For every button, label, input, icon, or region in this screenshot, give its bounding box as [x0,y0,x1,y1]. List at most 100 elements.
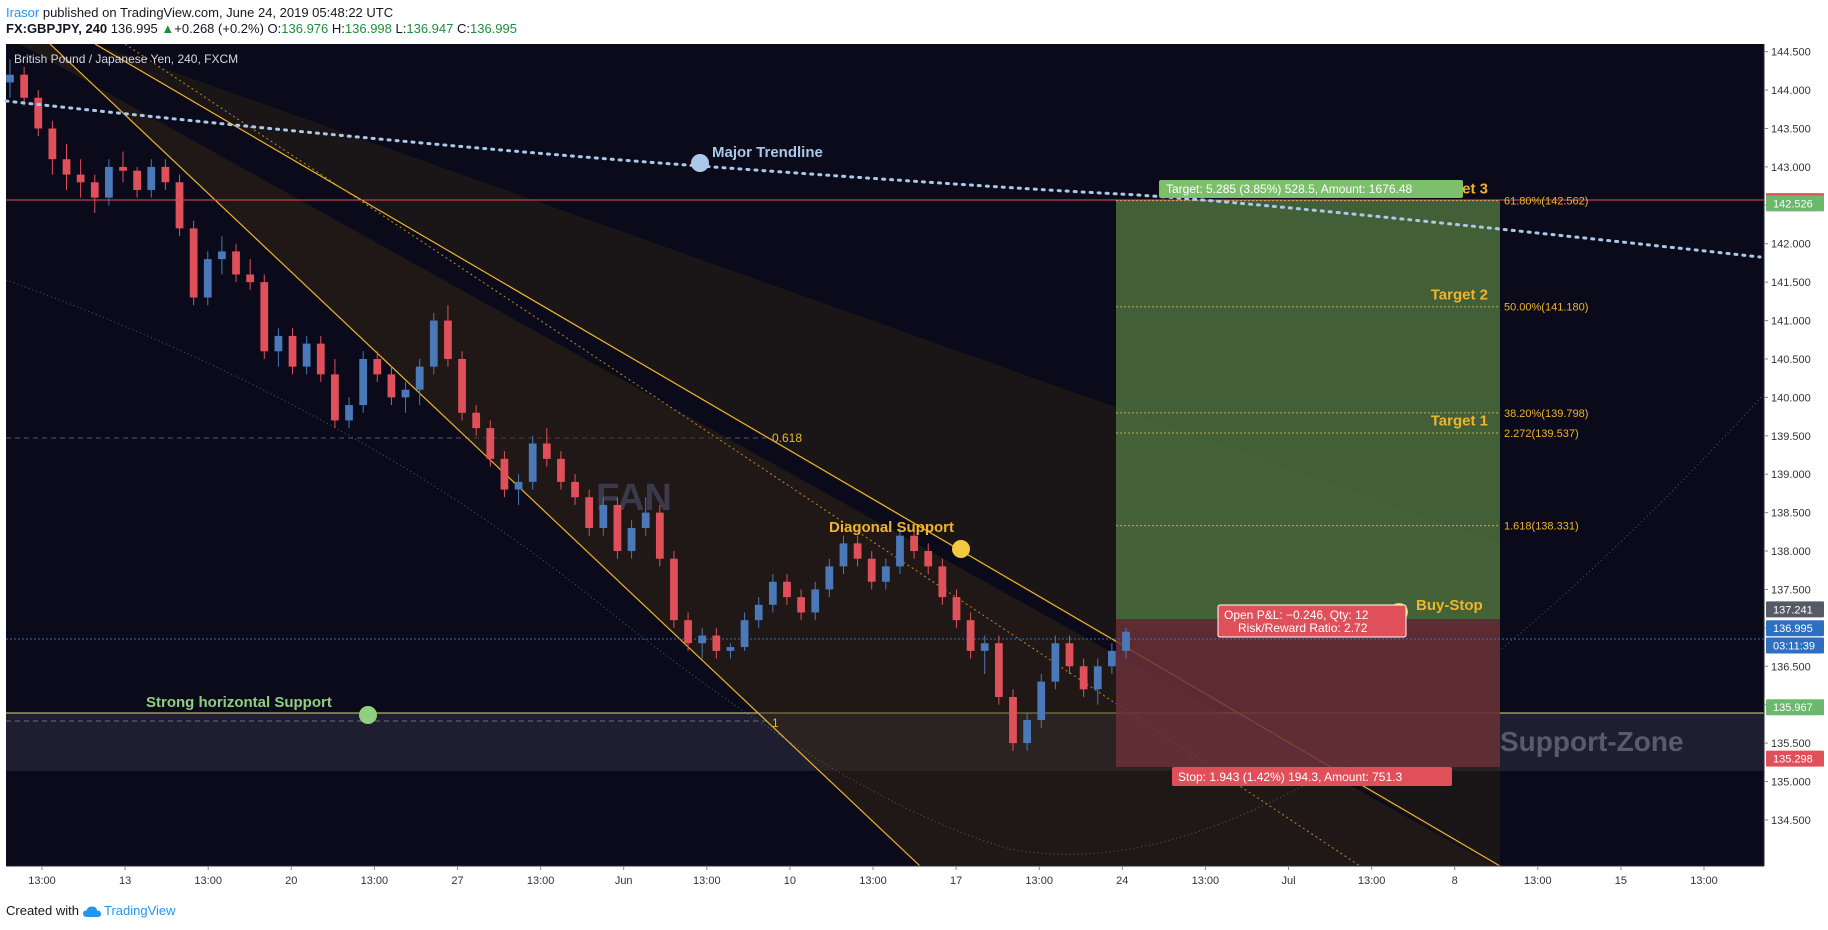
candle-body [48,128,57,160]
price-chart[interactable]: 0.618 1 FAN 61.80%(142.562)50.00%(141.18… [0,43,1828,896]
candle-body [232,251,240,275]
candle-body [62,159,71,175]
x-axis-ticks: 13:00 13 13:00 20 13:00 27 13:00 Jun 13:00 10 13:0… [28,866,1718,887]
candle-body [980,643,989,651]
candle-body [684,620,692,644]
candle-body [1065,643,1074,667]
y-tick-label: 137.500 [1771,584,1811,596]
y-tick-label: 140.000 [1771,392,1811,404]
fan-label-1: 1 [772,716,779,730]
x-tick-label: 13 [119,875,131,887]
major-trendline-label: Major Trendline [712,144,823,161]
high-label: H: [331,21,345,36]
candle-body [557,458,565,482]
support-marker-icon[interactable] [359,706,377,724]
price-badge [1766,601,1824,618]
x-tick-label: 15 [1615,875,1627,887]
diagonal-support-marker-icon[interactable] [952,540,970,558]
candle-body [119,166,127,171]
candle-body [811,589,820,613]
price-badge [1766,699,1824,716]
candle-body [458,358,466,413]
candle-body [387,374,396,398]
candle-body [839,543,848,567]
candle-body [542,443,551,459]
support-zone-label: Support-Zone [1500,726,1684,757]
published-text: published on TradingView.com, June 24, 2… [39,5,394,20]
candle-body [189,228,198,298]
y-tick-label: 138.500 [1771,508,1811,520]
candle-body [712,635,721,651]
candle-body [486,428,495,459]
candle-body [288,335,297,367]
trendline-marker-icon[interactable] [691,154,709,172]
position-zone [1116,200,1500,767]
candle-body [528,443,537,482]
price-change: +0.268 (+0.2%) [174,21,264,36]
y-tick-label: 135.500 [1771,738,1811,750]
y-tick-label: 144.500 [1771,47,1811,59]
candle-body [316,343,325,375]
fib-level-label: 50.00%(141.180) [1504,302,1588,314]
y-tick-label: 135.000 [1771,776,1811,788]
candle-body [514,481,523,490]
y-tick-label: 141.000 [1771,316,1811,328]
x-tick-label: 13:00 [1524,875,1552,887]
candle-body [853,543,862,559]
candle-body [1107,650,1116,667]
candle-body [627,527,636,552]
candle-body [896,535,904,567]
candle-body [641,512,650,528]
candle-body [90,182,99,198]
author-link[interactable]: Irasor [6,5,40,20]
candle-body [726,647,735,651]
strong-support-label: Strong horizontal Support [146,694,332,711]
candle-body [924,551,933,567]
price-badge-label: 137.241 [1773,604,1813,616]
x-tick-label: 13:00 [1690,875,1718,887]
tradingview-link[interactable]: TradingView [104,903,176,918]
price-badge [1766,195,1824,212]
x-tick-label: 13:00 [194,875,222,887]
candle-body [203,259,212,298]
low-value: 136.947 [406,21,454,36]
x-tick-label: 10 [784,875,796,887]
price-badges: 142.554142.526137.241136.99503:11:39135.… [1766,193,1824,767]
y-tick-label: 138.000 [1771,546,1811,558]
candle-body [599,504,608,528]
candle-body [76,174,85,183]
fib-level-label: 2.272(139.537) [1504,428,1579,440]
x-tick-label: 24 [1116,875,1128,887]
up-arrow-icon: ▲ [161,21,175,36]
pnl-info-text: Open P&L: −0.246, Qty: 12 [1224,608,1369,622]
y-tick-label: 134.500 [1771,815,1811,827]
y-tick-label: 139.500 [1771,431,1811,443]
y-tick-label: 141.500 [1771,277,1811,289]
x-tick-label: 13:00 [1358,875,1386,887]
y-tick-label: 140.500 [1771,354,1811,366]
candle-body [147,166,156,190]
candle-body [1051,643,1060,682]
candle-body [655,512,664,559]
buy-stop-label: Buy-Stop [1416,597,1483,614]
candle-body [6,74,14,83]
price-badge-label: 136.995 [1773,623,1813,635]
symbol-label[interactable]: FX:GBPJPY, 240 [6,21,108,36]
x-tick-label: 13:00 [1192,875,1220,887]
close-label: C: [456,21,470,36]
publish-line: Irasor published on TradingView.com, Jun… [6,5,393,20]
y-tick-label: 136.500 [1771,661,1811,673]
candle-body [331,374,339,421]
candle-body [613,504,622,552]
candle-body [910,535,918,552]
candles [6,59,1130,751]
time-axis[interactable] [6,866,1764,896]
chart-area[interactable]: 0.618 1 FAN 61.80%(142.562) 50.00%(141.18… [0,43,1828,896]
y-tick-label: 139.000 [1771,469,1811,481]
close-value: 136.995 [469,21,517,36]
fib-level-label: 61.80%(142.562) [1504,196,1588,208]
price-badge [1766,750,1824,767]
x-tick-label: Jun [615,875,633,887]
x-tick-label: 13:00 [859,875,887,887]
candle-body [952,597,961,621]
